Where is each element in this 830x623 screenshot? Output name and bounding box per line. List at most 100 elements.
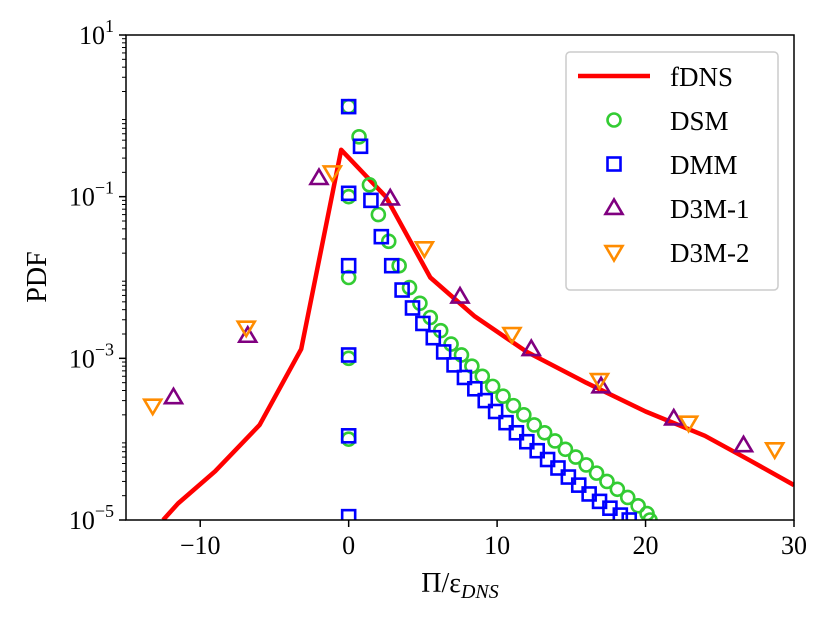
dsm-point <box>351 129 367 145</box>
dmm-point <box>340 98 357 115</box>
legend-label: DMM <box>670 150 738 180</box>
dmm-point <box>467 380 483 397</box>
dsm-point <box>505 397 522 414</box>
legend-item-d3m-1: D3M-1 <box>603 194 750 224</box>
legend-item-dsm: DSM <box>606 106 729 136</box>
d3m-2-point <box>501 326 523 346</box>
y-tick-exponent: −5 <box>95 501 114 521</box>
dmm-point <box>340 508 357 520</box>
dmm-point <box>352 138 369 155</box>
d3m-2-point <box>141 398 164 417</box>
d3m-1-point <box>162 386 185 405</box>
dsm-point <box>588 465 605 481</box>
legend-label: DSM <box>670 106 729 136</box>
dmm-point <box>518 433 535 450</box>
dsm-point <box>516 407 532 423</box>
d3m-1-point <box>449 285 471 304</box>
dsm-point <box>536 424 553 441</box>
y-tick-base: 10 <box>69 344 95 373</box>
d3m-1-point <box>379 187 402 206</box>
dmm-point <box>415 315 431 332</box>
dsm-point <box>526 417 543 433</box>
x-axis-label: Π/εDNS <box>421 568 499 603</box>
legend-frame <box>565 51 779 291</box>
y-tick-exponent: −1 <box>95 178 114 198</box>
dmm-point <box>529 442 545 459</box>
x-tick-label: 0 <box>342 531 355 560</box>
dsm-point <box>619 489 636 506</box>
legend-item-fdns: fDNS <box>578 62 733 92</box>
d3m-2-point <box>677 415 700 434</box>
dmm-point <box>425 329 442 346</box>
dmm-point <box>394 282 410 298</box>
dmm-point <box>498 414 514 431</box>
dmm-point <box>363 192 379 209</box>
y-tick-label: 10−3 <box>69 339 114 373</box>
y-tick-base: 10 <box>69 183 95 212</box>
dsm-point <box>495 388 511 405</box>
dmm-point <box>435 344 452 360</box>
d3m-1-point <box>732 434 755 453</box>
dmm-point <box>373 228 390 245</box>
legend-marker-swatch <box>606 156 622 172</box>
legend-item-dmm: DMM <box>606 150 738 180</box>
x-tick-label: 20 <box>633 531 659 560</box>
legend-marker-swatch <box>606 112 622 128</box>
dsm-point <box>578 457 594 473</box>
dsm-point <box>370 206 387 223</box>
dsm-point <box>630 497 646 514</box>
d3m-1-point <box>662 407 685 426</box>
series-layer <box>141 98 794 520</box>
y-tick-exponent: −3 <box>95 339 114 359</box>
dmm-point <box>456 369 473 386</box>
d3m-2-point <box>413 241 436 260</box>
dmm-point <box>570 477 587 493</box>
d3m-2-series <box>141 165 786 461</box>
y-tick-label: 101 <box>79 16 114 50</box>
dmm-point <box>612 507 629 520</box>
dsm-point <box>484 378 501 395</box>
x-axis-label-main: Π/ε <box>421 568 461 599</box>
y-axis-label: PDF <box>22 251 53 302</box>
legend-marker-swatch <box>603 244 625 264</box>
dsm-point <box>599 473 615 490</box>
y-tick-label: 10−5 <box>69 501 114 535</box>
d3m-1-point <box>520 338 543 357</box>
dsm-point <box>642 512 658 520</box>
dmm-point <box>621 512 638 520</box>
d3m-1-point <box>236 324 259 344</box>
dmm-point <box>487 403 504 420</box>
dsm-point <box>340 98 357 115</box>
dmm-point <box>539 451 556 468</box>
dmm-point <box>340 428 357 444</box>
dmm-point <box>383 257 400 274</box>
legend-label: D3M-1 <box>670 194 750 224</box>
dmm-series <box>340 98 638 520</box>
y-tick-exponent: 1 <box>105 16 114 36</box>
dmm-point <box>340 257 357 274</box>
x-tick-label: 30 <box>781 531 807 560</box>
dsm-point <box>340 431 357 447</box>
dmm-point <box>508 424 525 441</box>
legend: fDNS DSM DMM D3M-1 D3M-2 <box>565 51 779 291</box>
y-tick-base: 10 <box>69 506 95 535</box>
legend-marker-swatch <box>603 196 625 216</box>
legend-label: fDNS <box>670 62 733 92</box>
dmm-point <box>404 300 421 316</box>
y-tick-label: 10−1 <box>69 178 114 212</box>
d3m-1-point <box>308 166 330 186</box>
dsm-point <box>361 177 378 193</box>
d3m-2-point <box>321 165 344 184</box>
d3m-2-point <box>235 320 258 339</box>
x-axis-label-subscript: DNS <box>460 581 499 603</box>
dmm-point <box>550 460 566 476</box>
legend-label: D3M-2 <box>670 238 750 268</box>
dmm-point <box>340 185 357 202</box>
dsm-point <box>567 449 584 465</box>
dmm-point <box>477 392 494 409</box>
dsm-point <box>340 350 357 367</box>
dsm-point <box>474 368 491 385</box>
